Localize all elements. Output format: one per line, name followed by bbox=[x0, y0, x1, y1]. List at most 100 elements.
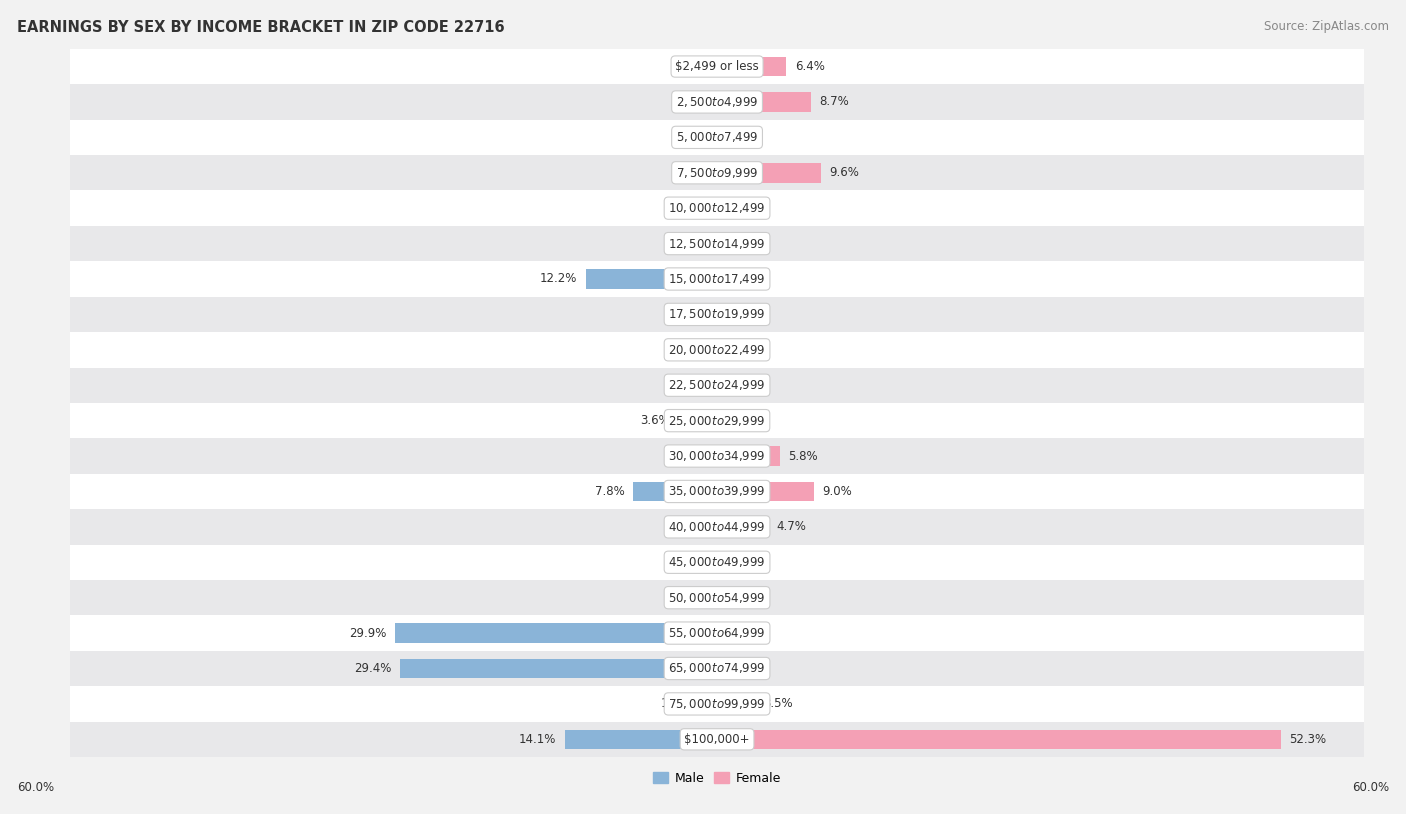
Text: $100,000+: $100,000+ bbox=[685, 733, 749, 746]
Text: 7.8%: 7.8% bbox=[595, 485, 624, 498]
Text: $5,000 to $7,499: $5,000 to $7,499 bbox=[676, 130, 758, 144]
Bar bbox=[717, 57, 786, 77]
Text: $12,500 to $14,999: $12,500 to $14,999 bbox=[668, 237, 766, 251]
Bar bbox=[585, 269, 717, 289]
Text: 0.0%: 0.0% bbox=[671, 556, 700, 569]
Bar bbox=[70, 615, 1364, 650]
Bar bbox=[70, 332, 1364, 368]
Text: $2,499 or less: $2,499 or less bbox=[675, 60, 759, 73]
Bar bbox=[699, 694, 717, 714]
Text: 0.0%: 0.0% bbox=[671, 202, 700, 215]
Text: $25,000 to $29,999: $25,000 to $29,999 bbox=[668, 414, 766, 427]
Bar bbox=[70, 190, 1364, 225]
Text: $15,000 to $17,499: $15,000 to $17,499 bbox=[668, 272, 766, 286]
Text: $50,000 to $54,999: $50,000 to $54,999 bbox=[668, 591, 766, 605]
Bar bbox=[565, 729, 717, 749]
Bar bbox=[717, 517, 768, 536]
Text: Source: ZipAtlas.com: Source: ZipAtlas.com bbox=[1264, 20, 1389, 33]
Bar bbox=[70, 120, 1364, 155]
Bar bbox=[401, 659, 717, 678]
Text: 0.0%: 0.0% bbox=[734, 591, 763, 604]
Text: 0.0%: 0.0% bbox=[734, 344, 763, 357]
Text: EARNINGS BY SEX BY INCOME BRACKET IN ZIP CODE 22716: EARNINGS BY SEX BY INCOME BRACKET IN ZIP… bbox=[17, 20, 505, 35]
Bar bbox=[70, 296, 1364, 332]
Bar bbox=[717, 92, 811, 112]
Text: 0.0%: 0.0% bbox=[671, 95, 700, 108]
Text: 0.0%: 0.0% bbox=[671, 308, 700, 321]
Bar bbox=[70, 580, 1364, 615]
Text: 60.0%: 60.0% bbox=[17, 781, 53, 794]
Text: 1.4%: 1.4% bbox=[664, 379, 693, 392]
Text: 12.2%: 12.2% bbox=[540, 273, 576, 286]
Text: 29.4%: 29.4% bbox=[354, 662, 391, 675]
Bar bbox=[70, 474, 1364, 510]
Bar bbox=[70, 686, 1364, 721]
Bar bbox=[70, 225, 1364, 261]
Text: $65,000 to $74,999: $65,000 to $74,999 bbox=[668, 662, 766, 676]
Bar bbox=[70, 403, 1364, 438]
Text: 52.3%: 52.3% bbox=[1289, 733, 1327, 746]
Text: 0.0%: 0.0% bbox=[734, 379, 763, 392]
Bar bbox=[702, 375, 717, 395]
Text: 0.0%: 0.0% bbox=[734, 308, 763, 321]
Text: 9.0%: 9.0% bbox=[823, 485, 852, 498]
Bar bbox=[70, 651, 1364, 686]
Text: 29.9%: 29.9% bbox=[349, 627, 387, 640]
Text: 0.0%: 0.0% bbox=[671, 131, 700, 144]
Bar bbox=[70, 510, 1364, 545]
Text: $55,000 to $64,999: $55,000 to $64,999 bbox=[668, 626, 766, 640]
Text: 4.7%: 4.7% bbox=[776, 520, 806, 533]
Bar bbox=[717, 482, 814, 501]
Text: 0.0%: 0.0% bbox=[671, 344, 700, 357]
Text: 9.6%: 9.6% bbox=[830, 166, 859, 179]
Text: 0.0%: 0.0% bbox=[734, 556, 763, 569]
Bar bbox=[717, 729, 1281, 749]
Bar bbox=[70, 368, 1364, 403]
Bar bbox=[70, 155, 1364, 190]
Text: 0.0%: 0.0% bbox=[671, 166, 700, 179]
Bar bbox=[678, 411, 717, 431]
Text: $7,500 to $9,999: $7,500 to $9,999 bbox=[676, 166, 758, 180]
Bar bbox=[70, 438, 1364, 474]
Bar bbox=[395, 624, 717, 643]
Text: $10,000 to $12,499: $10,000 to $12,499 bbox=[668, 201, 766, 215]
Text: 8.7%: 8.7% bbox=[820, 95, 849, 108]
Text: 3.5%: 3.5% bbox=[763, 698, 793, 711]
Bar bbox=[70, 261, 1364, 296]
Text: 0.0%: 0.0% bbox=[671, 449, 700, 462]
Text: $2,500 to $4,999: $2,500 to $4,999 bbox=[676, 95, 758, 109]
Text: 0.0%: 0.0% bbox=[671, 520, 700, 533]
Text: 5.8%: 5.8% bbox=[789, 449, 818, 462]
Text: 0.0%: 0.0% bbox=[734, 202, 763, 215]
Text: $45,000 to $49,999: $45,000 to $49,999 bbox=[668, 555, 766, 569]
Legend: Male, Female: Male, Female bbox=[648, 767, 786, 790]
Text: $40,000 to $44,999: $40,000 to $44,999 bbox=[668, 520, 766, 534]
Text: 3.6%: 3.6% bbox=[640, 414, 669, 427]
Text: 6.4%: 6.4% bbox=[794, 60, 824, 73]
Text: 0.0%: 0.0% bbox=[671, 591, 700, 604]
Text: 14.1%: 14.1% bbox=[519, 733, 557, 746]
Bar bbox=[633, 482, 717, 501]
Text: $22,500 to $24,999: $22,500 to $24,999 bbox=[668, 379, 766, 392]
Bar bbox=[717, 163, 821, 182]
Text: $75,000 to $99,999: $75,000 to $99,999 bbox=[668, 697, 766, 711]
Text: $30,000 to $34,999: $30,000 to $34,999 bbox=[668, 449, 766, 463]
Text: 0.0%: 0.0% bbox=[734, 627, 763, 640]
Text: 0.0%: 0.0% bbox=[734, 414, 763, 427]
Bar bbox=[70, 545, 1364, 580]
Text: 0.0%: 0.0% bbox=[734, 662, 763, 675]
Bar bbox=[70, 85, 1364, 120]
Text: 0.0%: 0.0% bbox=[671, 237, 700, 250]
Text: $17,500 to $19,999: $17,500 to $19,999 bbox=[668, 308, 766, 322]
Text: 60.0%: 60.0% bbox=[1353, 781, 1389, 794]
Text: 0.0%: 0.0% bbox=[671, 60, 700, 73]
Text: 0.0%: 0.0% bbox=[734, 237, 763, 250]
Bar bbox=[70, 49, 1364, 84]
Text: 1.7%: 1.7% bbox=[661, 698, 690, 711]
Text: $20,000 to $22,499: $20,000 to $22,499 bbox=[668, 343, 766, 357]
Text: 0.0%: 0.0% bbox=[734, 131, 763, 144]
Bar bbox=[717, 446, 779, 466]
Bar bbox=[717, 694, 755, 714]
Text: 0.0%: 0.0% bbox=[734, 273, 763, 286]
Text: $35,000 to $39,999: $35,000 to $39,999 bbox=[668, 484, 766, 498]
